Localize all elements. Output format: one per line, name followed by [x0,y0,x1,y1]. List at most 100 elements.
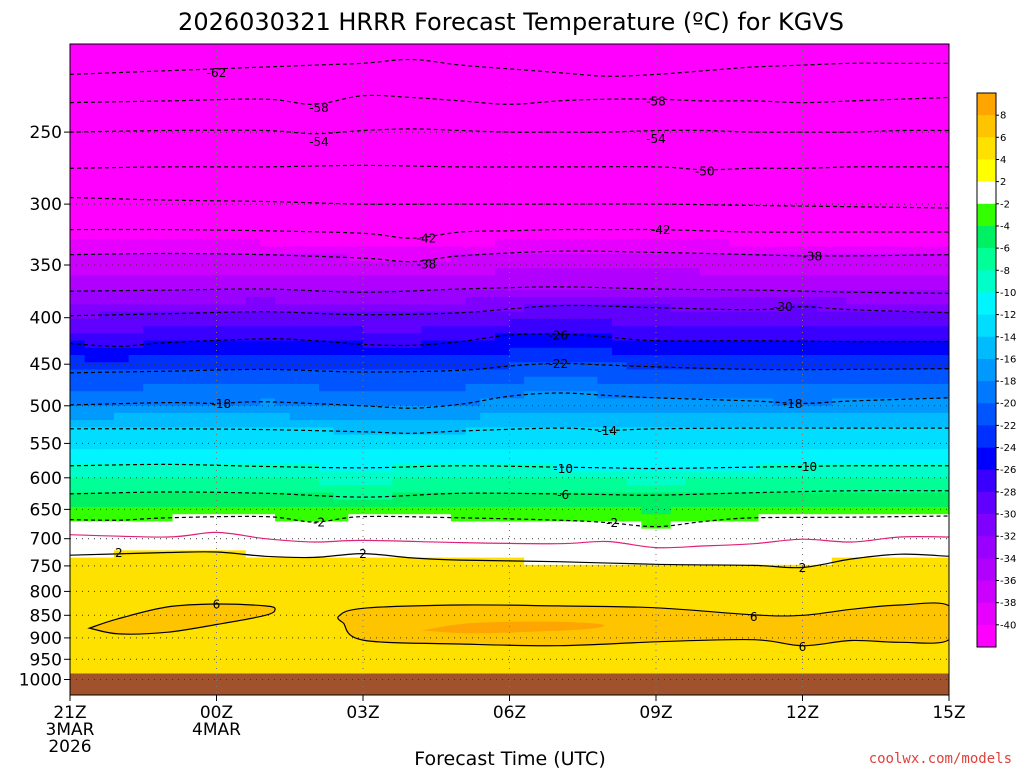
colorbar-label: 4 [1000,155,1006,166]
contour-label: -54 [646,132,666,146]
contour-line [70,515,949,528]
x-axis: 21Z 3MAR 2026 00Z 4MAR 03Z 06Z 09Z 12Z 15Z [46,695,966,757]
contour-label: -14 [597,424,617,438]
x-tick-label: 09Z [639,703,672,723]
colorbar-label: -24 [1000,443,1016,454]
contour-line [70,164,949,171]
colorbar-label: -20 [1000,399,1016,410]
colorbar-label: -12 [1000,310,1016,321]
ground-layer [70,673,949,695]
contour-label: -18 [783,397,803,411]
colorbar-label: -34 [1000,554,1016,565]
colorbar-label: -2 [1000,199,1010,210]
contour-label: -18 [212,397,232,411]
warm-region-fill [89,603,276,635]
contour-label: -42 [417,232,437,246]
colorbar-swatch [977,602,996,626]
contour-label-layer: -62-58 -58-54 -54-50-42-42-38-38-30-26-22-… [115,66,822,654]
contour-line [70,304,949,317]
contour-line-closed [337,602,949,647]
y-tick-label: 500 [30,397,62,417]
contour-label: -10 [798,460,818,474]
contour-line [70,228,949,239]
y-axis: 250 300 350 400 450 500 550 600 650 700 750 800 850 9… [19,123,70,691]
contour-label: -2 [606,516,618,530]
colorbar-swatch [977,491,996,515]
x-tick-label: 15Z [932,703,965,723]
contour-line [70,362,949,374]
colorbar-swatch [977,514,996,537]
y-tick-label: 750 [30,557,62,577]
colorbar-swatch [977,358,996,382]
colorbar-swatch [977,270,996,293]
y-tick-label: 450 [30,355,62,375]
colorbar-label: -14 [1000,332,1016,343]
contour-label: -54 [309,135,329,149]
contour-label: -50 [695,165,715,179]
colorbar-swatch [977,536,996,559]
colorbar-label: -22 [1000,421,1016,432]
ground-below-surface [70,673,949,695]
contour-label: -58 [309,101,329,115]
contour-line [70,58,949,77]
warm-core-fill [421,621,605,634]
contour-label: -22 [548,357,568,371]
contour-label: -26 [548,329,568,343]
x-tick-label: 00Z 4MAR [192,703,241,740]
contour-label: 2 [359,547,367,561]
chart-title: 2026030321 HRRR Forecast Temperature (ºC… [178,8,844,36]
colorbar-label: -10 [1000,288,1016,299]
colorbar-swatch [977,403,996,426]
colorbar-swatch [977,159,996,182]
contour-label: 2 [115,546,123,560]
colorbar-label: -38 [1000,598,1016,609]
colorbar-swatch [977,381,996,404]
x-tick-label: 06Z [493,703,526,723]
y-tick-label: 950 [30,650,62,670]
x-tick-label: 03Z [346,703,379,723]
colorbar-label: -36 [1000,576,1016,587]
colorbar-label: -18 [1000,377,1016,388]
colorbar-swatch [977,137,996,160]
x-tick-label: 12Z [786,703,819,723]
colorbar-label: -4 [1000,222,1010,233]
x-tick-label: 21Z 3MAR 2026 [46,703,95,757]
colorbar-swatch [977,292,996,315]
colorbar-swatch [977,447,996,471]
colorbar-swatch [977,248,996,271]
contour-line [70,94,949,105]
colorbar-swatch [977,115,996,138]
colorbar-swatch [977,580,996,603]
y-tick-label: 400 [30,309,62,329]
contour-label: 6 [799,640,807,654]
colorbar-swatch [977,203,996,227]
contour-line [70,531,949,549]
colorbar-label: 6 [1000,133,1006,144]
contour-line [70,551,949,569]
contour-label: 2 [799,561,807,575]
y-tick-label: 350 [30,256,62,276]
y-tick-label: 850 [30,606,62,626]
contour-line [70,128,949,135]
colorbar-label: -28 [1000,487,1016,498]
colorbar-swatch [977,93,996,116]
y-tick-label: 700 [30,530,62,550]
contour-label: -38 [417,257,437,271]
contour-line [70,250,949,263]
colorbar-label: -40 [1000,620,1016,631]
colorbar-label: 2 [1000,177,1006,188]
contour-label: -62 [207,66,227,80]
colorbar-label: -16 [1000,354,1016,365]
y-tick-label: 1000 [19,671,62,691]
colorbar-label: -32 [1000,532,1016,543]
colorbar-swatch [977,181,996,205]
credit-link[interactable]: coolwx.com/models [869,751,1012,767]
contour-label: -2 [313,516,325,530]
y-tick-label: 550 [30,434,62,454]
colorbar-swatch [977,336,996,360]
contour-label: -10 [553,462,573,476]
colorbar-label: -30 [1000,510,1016,521]
warm-region-fill [337,602,949,646]
contour-label: -42 [651,223,671,237]
